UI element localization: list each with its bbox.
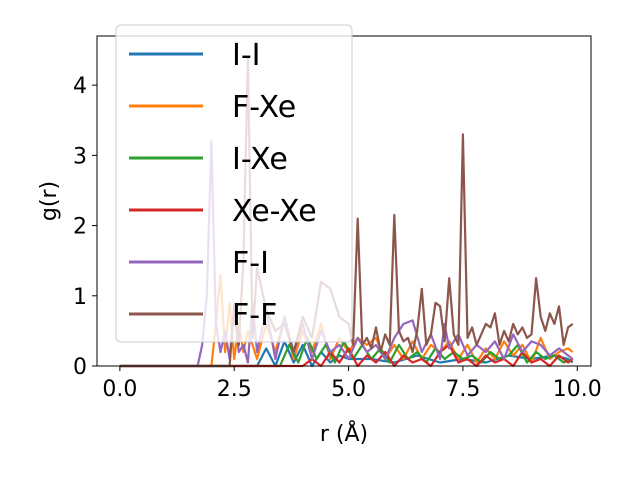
y-tick-label: 3	[73, 144, 87, 169]
y-tick-label: 1	[73, 285, 87, 310]
legend-label: F-I	[232, 246, 269, 281]
x-tick-label: 5.0	[331, 377, 366, 402]
x-axis-label: r (Å)	[320, 420, 368, 447]
y-tick-label: 2	[73, 215, 87, 240]
y-tick-label: 0	[73, 355, 87, 380]
x-tick-label: 10.0	[553, 377, 602, 402]
legend: I-I F-Xe I-Xe Xe-Xe F-I F-F	[115, 24, 353, 343]
series-line-f-f	[119, 55, 574, 368]
x-tick-label: 2.5	[217, 377, 252, 402]
y-tick-label: 4	[73, 74, 87, 99]
legend-label: I-I	[232, 38, 261, 73]
ticks-layer: 0.0 2.5 5.0 7.5 10.0 0 1 2 3 4	[73, 74, 602, 402]
y-axis-label: g(r)	[37, 181, 62, 221]
legend-label: I-Xe	[232, 142, 288, 177]
legend-label: F-F	[232, 298, 277, 333]
series-line-xe-xe	[119, 343, 574, 368]
x-tick-label: 0.0	[102, 377, 137, 402]
legend-label: Xe-Xe	[232, 194, 317, 229]
x-tick-label: 7.5	[445, 377, 480, 402]
legend-label: F-Xe	[232, 90, 296, 125]
